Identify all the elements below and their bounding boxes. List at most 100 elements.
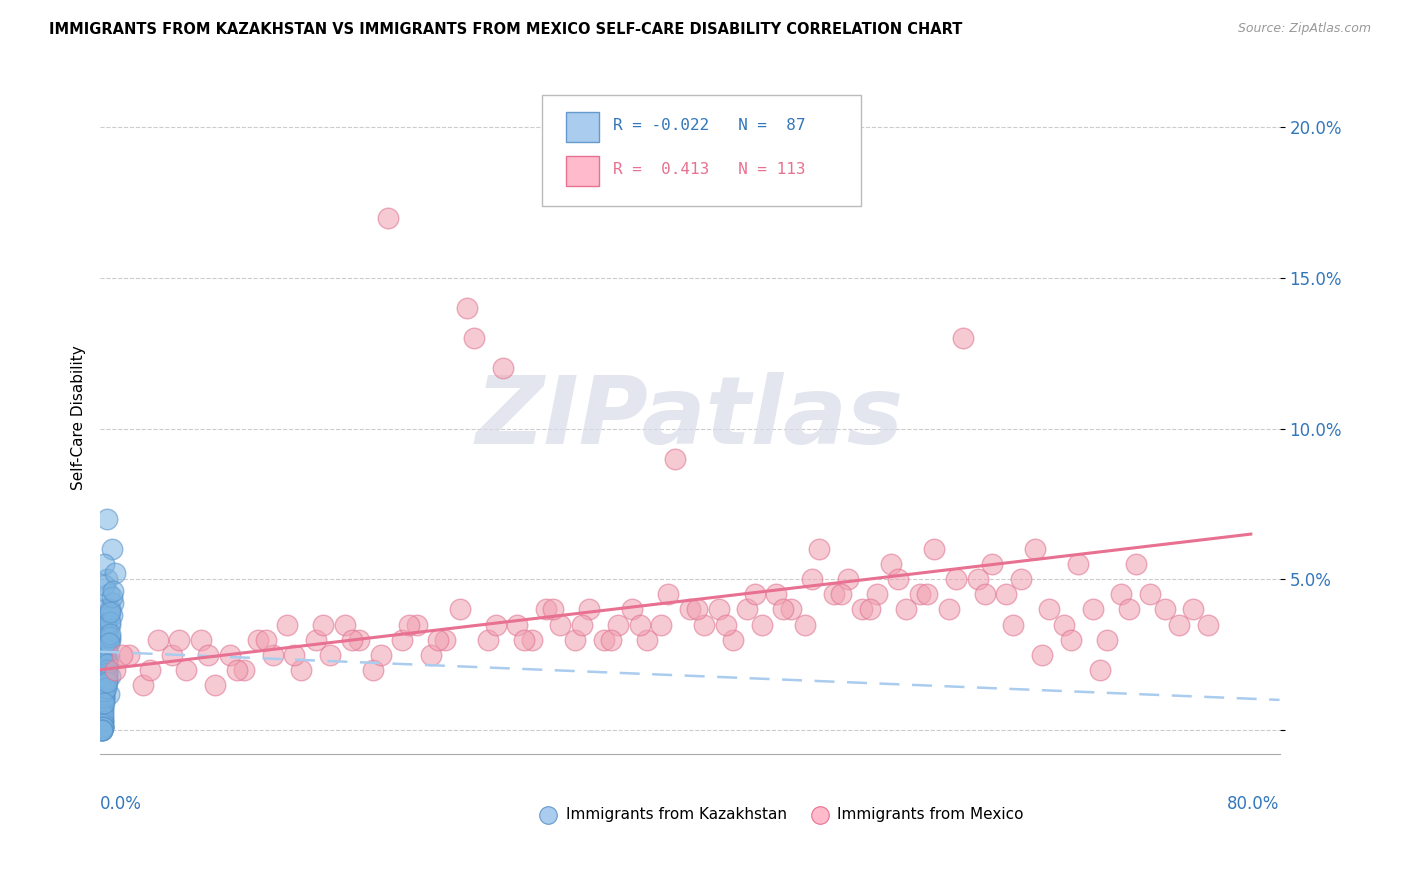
Point xyxy=(93,696,115,710)
Point xyxy=(93,687,115,701)
Point xyxy=(707,602,730,616)
Point xyxy=(98,602,121,616)
Point xyxy=(1095,632,1118,647)
Point xyxy=(772,602,794,616)
Point xyxy=(578,602,600,616)
Point xyxy=(96,657,118,671)
Point xyxy=(97,608,120,623)
Point xyxy=(254,632,277,647)
Point xyxy=(146,632,169,647)
Point xyxy=(96,672,118,686)
Point xyxy=(96,657,118,671)
Point xyxy=(793,617,815,632)
Point xyxy=(93,684,115,698)
Point xyxy=(945,572,967,586)
Point xyxy=(91,717,114,731)
Point xyxy=(966,572,988,586)
Point xyxy=(973,587,995,601)
Point xyxy=(621,602,644,616)
Point xyxy=(534,602,557,616)
Point xyxy=(894,602,917,616)
Point xyxy=(91,720,114,734)
Point xyxy=(1153,602,1175,616)
Point xyxy=(101,584,124,599)
Point xyxy=(837,572,859,586)
Point xyxy=(93,684,115,698)
Point xyxy=(90,723,112,737)
Point xyxy=(1118,602,1140,616)
Y-axis label: Self-Care Disability: Self-Care Disability xyxy=(72,346,86,491)
Point xyxy=(96,657,118,671)
Point xyxy=(1197,617,1219,632)
Text: R = -0.022   N =  87: R = -0.022 N = 87 xyxy=(613,118,806,133)
Point xyxy=(420,648,443,662)
Point xyxy=(485,617,508,632)
Point xyxy=(1088,663,1111,677)
Point xyxy=(599,632,621,647)
Point xyxy=(370,648,392,662)
Point xyxy=(808,542,831,557)
Point xyxy=(94,681,117,695)
Point xyxy=(636,632,658,647)
Point xyxy=(96,659,118,673)
Point xyxy=(100,591,122,605)
Point xyxy=(305,632,328,647)
Point xyxy=(686,602,709,616)
Point xyxy=(679,602,702,616)
Point xyxy=(801,572,824,586)
Point xyxy=(98,626,121,640)
Point xyxy=(93,690,115,704)
Point xyxy=(363,663,385,677)
Point xyxy=(924,542,946,557)
Point xyxy=(1031,648,1053,662)
Point xyxy=(91,702,114,716)
Point xyxy=(91,678,114,692)
Point xyxy=(96,624,118,638)
Point xyxy=(908,587,931,601)
Point xyxy=(513,632,536,647)
FancyBboxPatch shape xyxy=(567,156,599,186)
Point xyxy=(94,641,117,656)
Point xyxy=(751,617,773,632)
Point xyxy=(340,632,363,647)
Point xyxy=(427,632,450,647)
Point xyxy=(449,602,471,616)
Text: IMMIGRANTS FROM KAZAKHSTAN VS IMMIGRANTS FROM MEXICO SELF-CARE DISABILITY CORREL: IMMIGRANTS FROM KAZAKHSTAN VS IMMIGRANTS… xyxy=(49,22,963,37)
Point xyxy=(463,331,485,345)
Point xyxy=(96,665,118,680)
Point xyxy=(1024,542,1046,557)
Point xyxy=(541,602,564,616)
Text: R =  0.413   N = 113: R = 0.413 N = 113 xyxy=(613,161,806,177)
Point xyxy=(571,617,593,632)
Point xyxy=(550,617,572,632)
Point xyxy=(1060,632,1083,647)
Point xyxy=(93,684,115,698)
Point xyxy=(111,648,134,662)
Point xyxy=(915,587,938,601)
Point xyxy=(995,587,1018,601)
Point xyxy=(176,663,198,677)
Point xyxy=(103,566,125,581)
Point xyxy=(851,602,873,616)
Point xyxy=(744,587,766,601)
Point xyxy=(96,654,118,668)
Point xyxy=(233,663,256,677)
Point xyxy=(94,672,117,686)
Point xyxy=(91,720,114,734)
Point xyxy=(859,602,882,616)
Point xyxy=(96,512,118,526)
Point xyxy=(779,602,801,616)
Point xyxy=(693,617,716,632)
Point xyxy=(830,587,852,601)
Point xyxy=(98,606,121,620)
FancyBboxPatch shape xyxy=(567,112,599,143)
Point xyxy=(377,211,399,225)
Point xyxy=(91,714,114,728)
Point xyxy=(1182,602,1205,616)
Point xyxy=(93,681,115,695)
Point xyxy=(97,635,120,649)
Point xyxy=(664,451,686,466)
Point xyxy=(657,587,679,601)
Point xyxy=(492,361,515,376)
Point xyxy=(91,696,114,710)
